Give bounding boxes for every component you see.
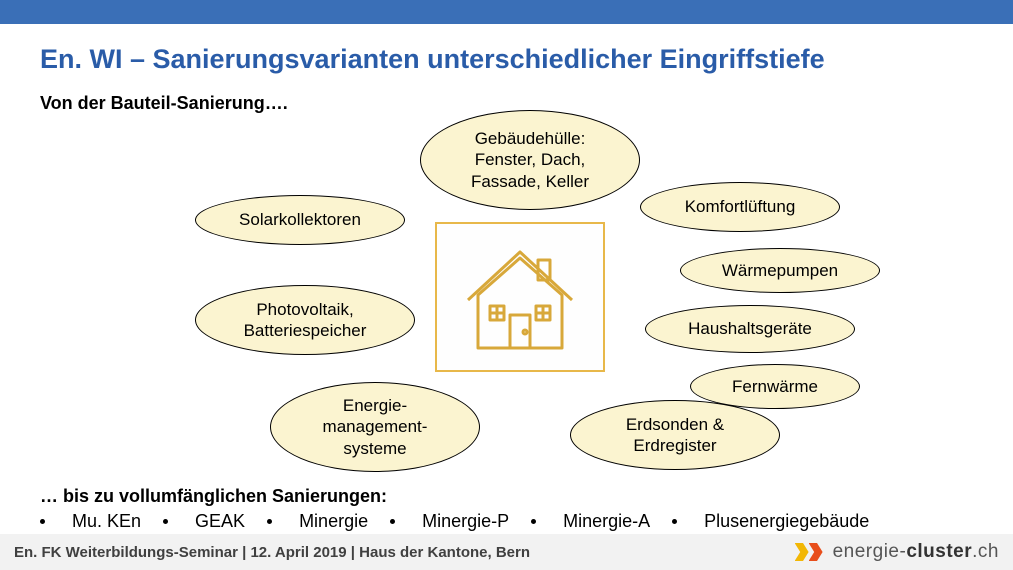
bullet-icon — [40, 519, 45, 524]
logo-text: energie-cluster.ch — [833, 541, 999, 563]
bottom-item: Mu. KEn — [40, 511, 141, 531]
house-svg — [460, 240, 580, 355]
footer-logo: energie-cluster.ch — [795, 541, 999, 563]
node-label: Wärmepumpen — [722, 260, 838, 281]
bottom-items: Mu. KEn GEAK Minergie Minergie-P Minergi… — [40, 511, 973, 532]
bullet-icon — [672, 519, 677, 524]
node-photovoltaik: Photovoltaik, Batteriespeicher — [195, 285, 415, 355]
node-label: Erdsonden & Erdregister — [626, 414, 724, 457]
node-label: Gebäudehülle: Fenster, Dach, Fassade, Ke… — [471, 128, 589, 192]
bottom-heading: … bis zu vollumfänglichen Sanierungen: — [40, 486, 973, 507]
bullet-icon — [163, 519, 168, 524]
node-erdsonden: Erdsonden & Erdregister — [570, 400, 780, 470]
house-icon — [435, 222, 605, 372]
logo-bold: cluster — [906, 541, 972, 562]
node-label: Fernwärme — [732, 376, 818, 397]
footer-bar: En. FK Weiterbildungs-Seminar | 12. Apri… — [0, 534, 1013, 570]
logo-suffix: .ch — [972, 541, 999, 562]
node-waermepumpen: Wärmepumpen — [680, 248, 880, 293]
top-accent-bar — [0, 0, 1013, 24]
node-label: Solarkollektoren — [239, 209, 361, 230]
node-solarkollektoren: Solarkollektoren — [195, 195, 405, 245]
node-komfortlueftung: Komfortlüftung — [640, 182, 840, 232]
bottom-item: Minergie-A — [531, 511, 650, 531]
bullet-icon — [531, 519, 536, 524]
node-label: Komfortlüftung — [685, 196, 796, 217]
bottom-item: Minergie — [267, 511, 368, 531]
node-label: Photovoltaik, Batteriespeicher — [244, 299, 367, 342]
node-gebaeudehuelle: Gebäudehülle: Fenster, Dach, Fassade, Ke… — [420, 110, 640, 210]
diagram-area: Gebäudehülle: Fenster, Dach, Fassade, Ke… — [40, 120, 973, 480]
node-energiemanagement: Energie- management- systeme — [270, 382, 480, 472]
slide-title: En. WI – Sanierungsvarianten unterschied… — [40, 44, 973, 75]
node-label: Energie- management- systeme — [323, 395, 428, 459]
slide-content: En. WI – Sanierungsvarianten unterschied… — [0, 24, 1013, 532]
chevron-icon — [795, 543, 823, 561]
bullet-icon — [267, 519, 272, 524]
bottom-item: Minergie-P — [390, 511, 509, 531]
bottom-item: Plusenergiegebäude — [672, 511, 869, 531]
bottom-item: GEAK — [163, 511, 245, 531]
node-label: Haushaltsgeräte — [688, 318, 812, 339]
footer-text: En. FK Weiterbildungs-Seminar | 12. Apri… — [14, 544, 530, 561]
bottom-text: … bis zu vollumfänglichen Sanierungen: M… — [40, 486, 973, 532]
logo-prefix: energie- — [833, 541, 907, 562]
bullet-icon — [390, 519, 395, 524]
node-haushaltsgeraete: Haushaltsgeräte — [645, 305, 855, 353]
